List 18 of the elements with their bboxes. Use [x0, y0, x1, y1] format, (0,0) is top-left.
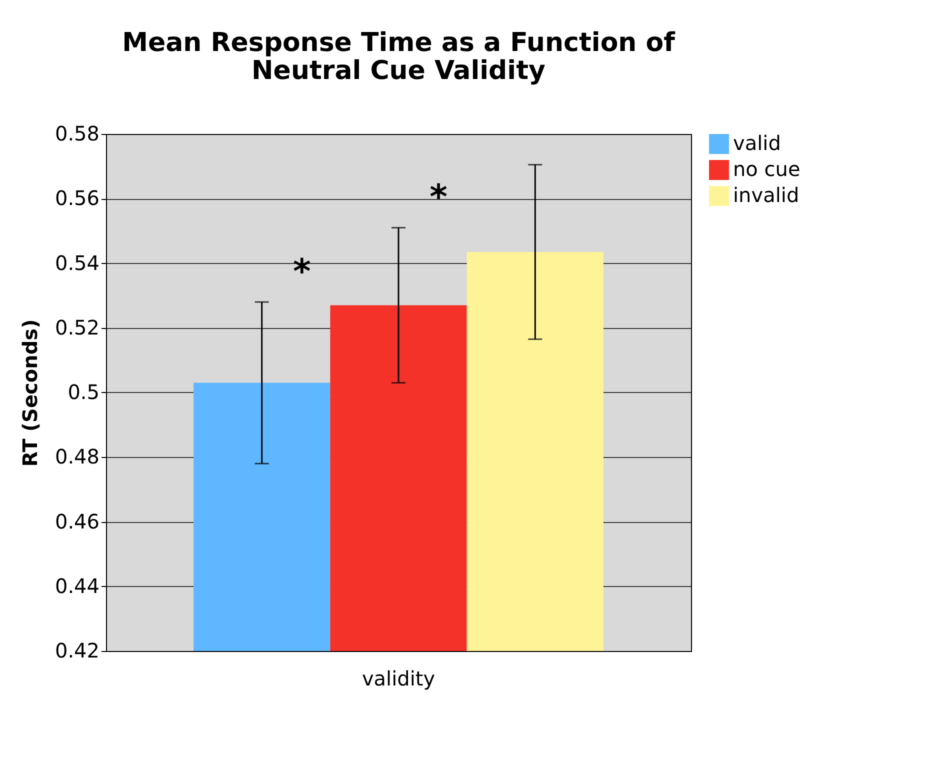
- y-tick-label: 0.48: [54, 444, 100, 469]
- legend-label: no cue: [733, 157, 800, 181]
- text: Mean Response Time as a Function of: [122, 28, 675, 58]
- y-tick-label: 0.56: [54, 186, 100, 210]
- text: Neutral Cue Validity: [252, 56, 546, 86]
- y-tick-label: 0.52: [54, 315, 100, 340]
- y-tick-label: 0.54: [54, 250, 100, 275]
- y-axis-title: RT (Seconds): [18, 319, 42, 467]
- annotation: *: [292, 252, 311, 292]
- y-tick-label: 0.58: [54, 122, 100, 146]
- y-tick-label: 0.44: [54, 574, 100, 598]
- annotation: *: [430, 178, 448, 218]
- y-tick-label: 0.42: [54, 638, 100, 662]
- legend-label: valid: [733, 131, 781, 155]
- legend-label: invalid: [733, 183, 800, 207]
- y-tick-label: 0.5: [68, 380, 100, 404]
- x-tick-label: validity: [362, 666, 436, 690]
- y-tick-label: 0.46: [54, 509, 100, 534]
